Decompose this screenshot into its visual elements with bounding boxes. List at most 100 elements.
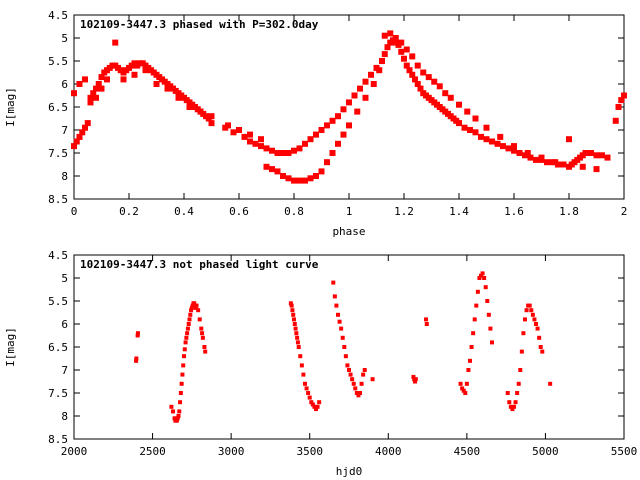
data-point [190,303,195,308]
data-point [104,76,110,83]
data-point [381,51,388,58]
data-point [197,108,204,115]
data-point [236,127,242,133]
chart-title: 102109-3447.3 phased with P=302.0day [80,18,319,31]
data-point [533,156,539,163]
data-point [478,133,484,140]
data-point [73,138,80,145]
data-point [180,372,185,377]
data-point [507,400,512,405]
x-tick-label: 2000 [61,445,88,458]
data-point [309,400,314,405]
data-point [189,305,194,310]
data-point [280,173,286,179]
data-point [604,154,611,161]
data-point [289,303,294,308]
data-point [189,308,194,313]
data-point [413,377,418,382]
data-point [98,85,105,92]
data-point [299,363,304,368]
data-point [361,372,366,377]
data-point [511,143,517,150]
data-point [177,409,182,414]
data-point [76,133,83,140]
x-tick-label: 5000 [532,445,559,458]
data-point [93,94,99,101]
data-point [511,147,517,154]
data-point [472,129,479,136]
data-point [291,312,296,317]
data-point [524,150,531,156]
y-tick-label: 5.5 [48,55,68,68]
data-point [263,163,270,170]
data-point [178,400,183,405]
data-point [615,104,622,110]
data-point [280,150,286,156]
y-tick-label: 7 [61,124,68,137]
axis-ticks: 0 0.2 0.4 0.6 0.8 1 1.2 1.4 1.6 1.8 2 4.5 5 5.5 6 6.5 7 7… [48,9,627,218]
data-point [263,145,270,152]
data-point [346,122,352,129]
data-point [412,76,418,83]
data-point [307,136,314,143]
y-tick-label: 6.5 [48,101,68,114]
data-point [472,317,477,322]
data-point [324,159,330,166]
data-point [403,46,410,53]
data-point [134,358,139,363]
y-tick-label: 8 [61,170,68,183]
data-point [175,94,182,101]
data-point [274,168,281,175]
data-point [566,136,572,143]
y-tick-label: 5.5 [48,295,68,308]
x-tick-label: 5500 [611,445,638,458]
data-point [488,326,493,331]
data-point [447,94,454,101]
data-point [295,340,300,345]
y-tick-label: 8.5 [48,433,68,446]
data-point [513,400,518,405]
data-point [318,127,325,133]
data-point [324,122,330,129]
data-point [269,166,275,173]
x-tick-label: 0.2 [119,205,139,218]
data-point [406,67,413,74]
data-point [164,85,171,92]
y-tick-label: 5 [61,272,68,285]
data-point [340,335,345,340]
data-point [409,53,416,60]
data-point [414,62,421,69]
data-point [294,331,299,336]
data-point [376,67,383,74]
data-point [464,108,471,115]
data-point [582,150,589,156]
data-point [131,71,138,78]
data-point [510,407,515,412]
data-point [548,381,553,386]
data-point [370,377,375,382]
data-point [303,381,307,386]
data-point [612,117,619,124]
x-tick-label: 4500 [454,445,481,458]
data-point [186,104,193,110]
data-point [310,402,315,407]
data-point [436,83,443,90]
data-point [534,322,538,326]
data-point [306,391,311,395]
data-point [174,418,179,423]
data-point [181,363,186,368]
data-point [398,48,405,55]
data-point [537,335,542,340]
data-point [196,308,201,313]
data-point [358,391,362,395]
data-point [362,78,369,85]
x-tick-label: 1.4 [449,205,469,218]
data-point [185,326,190,331]
data-point [527,303,532,308]
data-point [95,81,102,87]
data-point [381,32,388,39]
data-point [353,386,358,391]
data-point [552,159,559,166]
data-point [296,177,303,184]
x-tick-label: 3000 [218,445,245,458]
